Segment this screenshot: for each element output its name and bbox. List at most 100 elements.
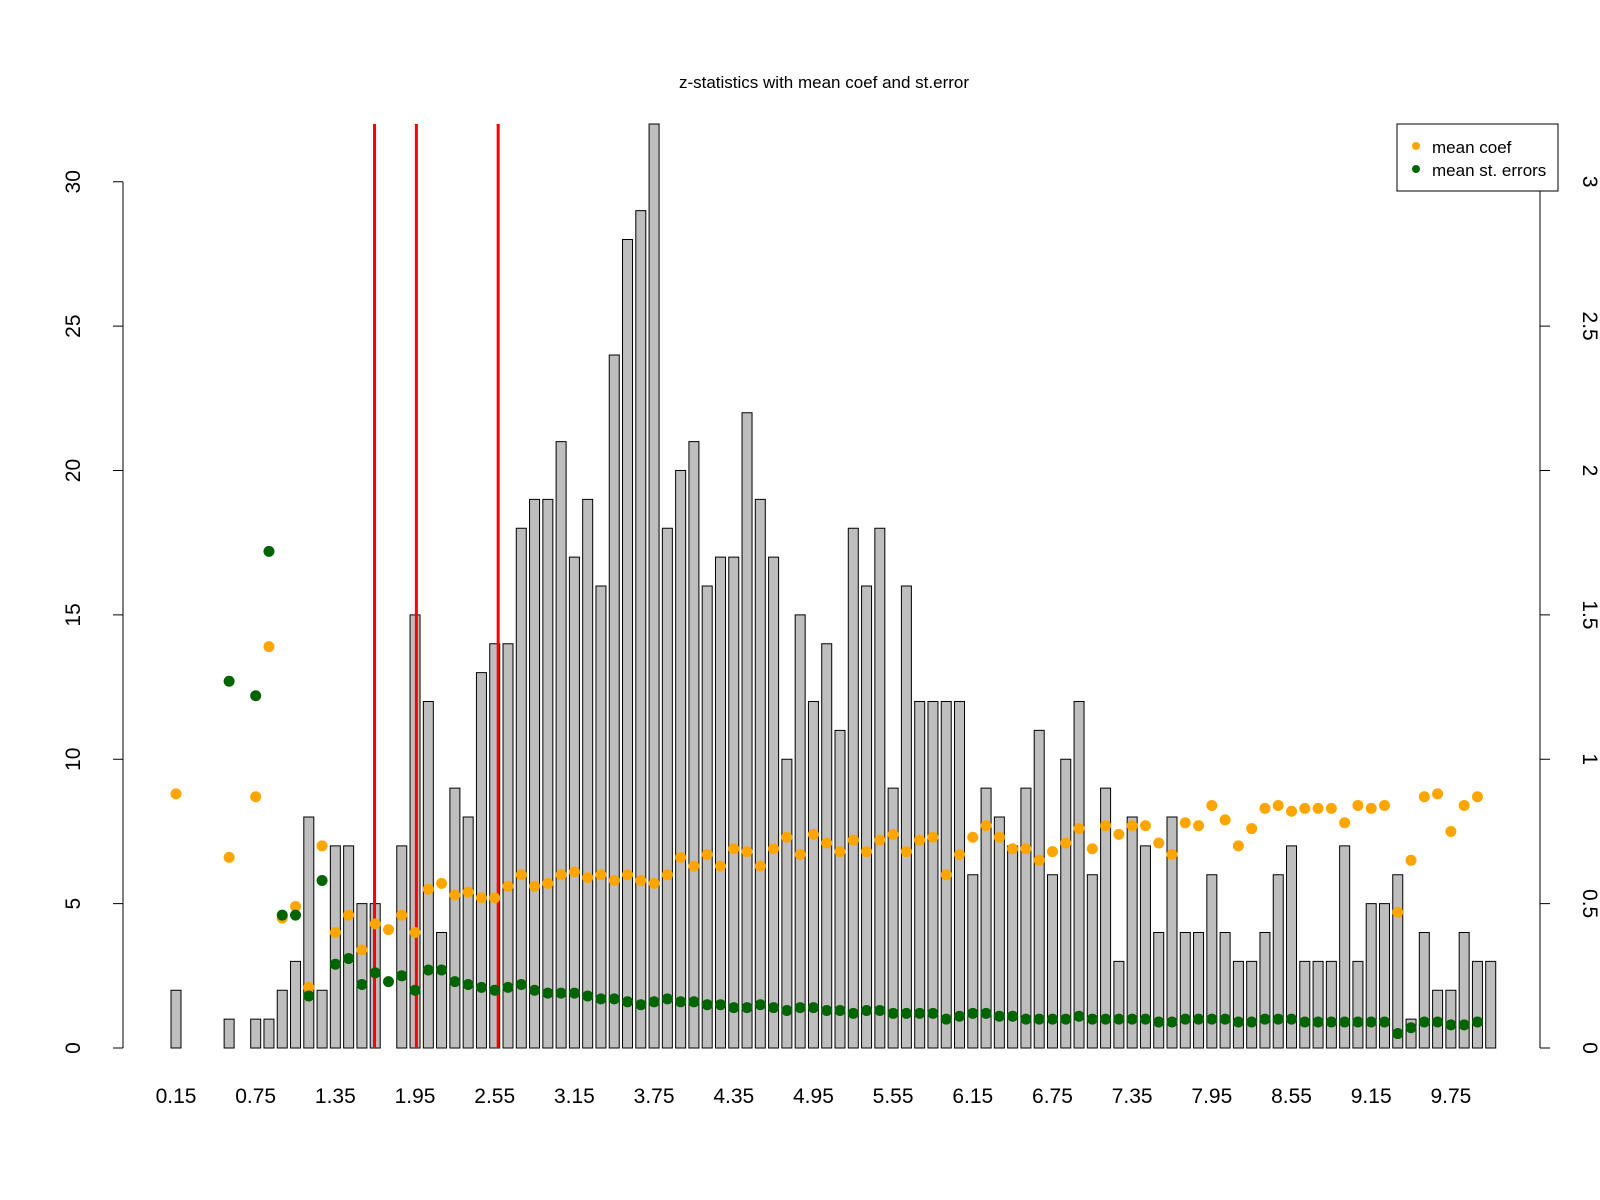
point-mean-st-errors <box>754 999 766 1011</box>
bar <box>1339 845 1351 1049</box>
point-mean-coef <box>436 877 448 889</box>
point-mean-st-errors <box>382 976 394 988</box>
point-mean-coef <box>1113 828 1125 840</box>
point-mean-coef <box>1219 814 1231 826</box>
point-mean-st-errors <box>821 1004 833 1016</box>
point-mean-st-errors <box>356 978 368 990</box>
bar <box>1139 845 1151 1049</box>
point-mean-coef <box>595 869 607 881</box>
bar <box>661 527 673 1049</box>
point-mean-st-errors <box>1153 1016 1165 1028</box>
point-mean-coef <box>1405 854 1417 866</box>
point-mean-coef <box>688 860 700 872</box>
bar <box>316 989 328 1049</box>
bar <box>276 989 288 1049</box>
left-tick-label: 15 <box>62 603 85 626</box>
bar <box>1299 960 1311 1049</box>
point-mean-st-errors <box>781 1004 793 1016</box>
point-mean-st-errors <box>714 999 726 1011</box>
point-mean-coef <box>1339 817 1351 829</box>
point-mean-st-errors <box>1246 1016 1258 1028</box>
bar <box>861 585 873 1049</box>
bar <box>1418 932 1430 1049</box>
point-mean-coef <box>622 869 634 881</box>
point-mean-coef <box>781 831 793 843</box>
point-mean-st-errors <box>1232 1016 1244 1028</box>
bar <box>515 527 527 1049</box>
bar <box>396 845 408 1049</box>
bar <box>1166 816 1178 1049</box>
legend: mean coef mean st. errors <box>1396 123 1559 192</box>
bar <box>1060 758 1072 1049</box>
point-mean-st-errors <box>1126 1013 1138 1025</box>
point-mean-coef <box>462 886 474 898</box>
bar <box>303 816 315 1049</box>
bar <box>1046 874 1058 1049</box>
point-mean-st-errors <box>409 984 421 996</box>
x-tick-label: 8.55 <box>1271 1085 1312 1108</box>
point-mean-coef <box>303 981 315 993</box>
bar <box>290 960 302 1049</box>
point-mean-coef <box>1471 791 1483 803</box>
point-mean-st-errors <box>914 1007 926 1019</box>
bar <box>489 643 501 1049</box>
point-mean-coef <box>861 846 873 858</box>
point-mean-st-errors <box>1432 1016 1444 1028</box>
legend-marker-mean-coef <box>1412 142 1420 150</box>
point-mean-st-errors <box>1339 1016 1351 1028</box>
point-mean-st-errors <box>542 987 554 999</box>
x-tick-label: 6.15 <box>952 1085 993 1108</box>
bar <box>1458 932 1470 1049</box>
bar <box>449 787 461 1049</box>
point-mean-coef <box>967 831 979 843</box>
point-mean-coef <box>1299 802 1311 814</box>
point-mean-st-errors <box>396 970 408 982</box>
point-mean-st-errors <box>250 690 262 702</box>
left-y-axis: 0 5 10 15 20 25 30 <box>62 170 124 1054</box>
right-tick-label: 3 <box>1578 176 1600 188</box>
point-mean-st-errors <box>515 978 527 990</box>
x-tick-label: 2.55 <box>474 1085 515 1108</box>
point-mean-coef <box>1352 799 1364 811</box>
bar <box>954 701 966 1049</box>
point-mean-coef <box>887 828 899 840</box>
bar <box>993 816 1005 1049</box>
point-mean-coef <box>1179 817 1191 829</box>
point-mean-st-errors <box>701 999 713 1011</box>
point-mean-coef <box>741 846 753 858</box>
point-mean-coef <box>263 641 275 653</box>
point-mean-st-errors <box>661 993 673 1005</box>
point-mean-st-errors <box>595 993 607 1005</box>
left-tick-label: 20 <box>62 459 85 482</box>
point-mean-coef <box>1286 805 1298 817</box>
point-mean-st-errors <box>303 990 315 1002</box>
bar <box>807 701 819 1049</box>
point-mean-coef <box>1232 840 1244 852</box>
point-mean-coef <box>568 866 580 878</box>
point-mean-coef <box>555 869 567 881</box>
point-mean-coef <box>1126 820 1138 832</box>
point-mean-st-errors <box>276 909 288 921</box>
bar <box>422 701 434 1049</box>
point-mean-coef <box>1139 820 1151 832</box>
point-mean-coef <box>1272 799 1284 811</box>
bar <box>914 701 926 1049</box>
point-mean-coef <box>1153 837 1165 849</box>
point-mean-st-errors <box>741 1002 753 1014</box>
point-mean-st-errors <box>954 1010 966 1022</box>
bar <box>675 470 687 1049</box>
right-tick-label: 0 <box>1578 1042 1600 1054</box>
point-mean-coef <box>422 883 434 895</box>
point-mean-st-errors <box>861 1004 873 1016</box>
bar <box>754 498 766 1049</box>
point-mean-coef <box>223 851 235 863</box>
point-mean-st-errors <box>807 1002 819 1014</box>
point-mean-coef <box>635 875 647 887</box>
bar <box>263 1018 275 1049</box>
x-axis-labels: 0.15 0.75 1.35 1.95 2.55 3.15 3.75 4.35 4.95 5.55… <box>156 1085 1472 1108</box>
point-mean-st-errors <box>1458 1019 1470 1031</box>
point-mean-coef <box>1073 823 1085 835</box>
bar <box>1179 932 1191 1049</box>
point-mean-st-errors <box>1100 1013 1112 1025</box>
point-mean-st-errors <box>1352 1016 1364 1028</box>
